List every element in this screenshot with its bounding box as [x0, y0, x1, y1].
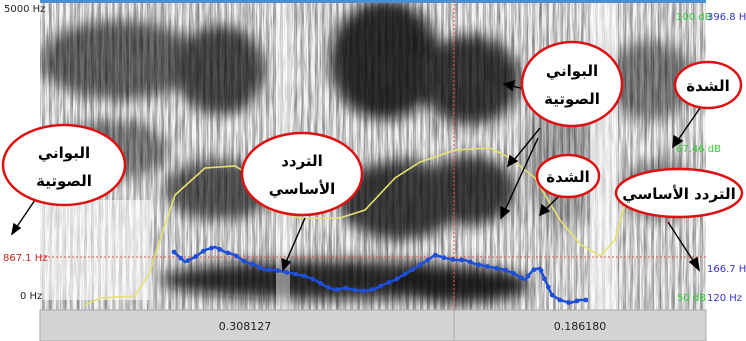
pitch-point: [441, 255, 447, 261]
pitch-point: [583, 297, 589, 303]
pitch-point: [249, 261, 255, 267]
intensity-curve: [84, 147, 641, 306]
pitch-point: [425, 257, 431, 263]
pitch-right-text: التردد الأساسي: [622, 185, 735, 203]
pitch-point: [258, 265, 263, 271]
intensity-bottom-label: 50 dB: [677, 293, 706, 304]
pitch-point: [525, 273, 531, 279]
pitch-point: [171, 249, 177, 255]
cursor-freq-label: 867.1 Hz: [3, 253, 48, 264]
pitch-point: [209, 245, 214, 251]
formants-left-line1: البواني: [38, 144, 90, 162]
pitch-point: [557, 297, 563, 303]
pitch-point: [467, 259, 473, 265]
formants-upper-line1: البواني: [546, 62, 598, 80]
intensity-mid-label: 67.46 dB: [676, 144, 721, 155]
pitch-point: [378, 283, 384, 289]
pitch-center-line1: التردد: [281, 152, 323, 170]
freq-top-label: 5000 Hz: [4, 4, 45, 15]
pitch-point: [417, 262, 423, 268]
pitch-point: [450, 257, 456, 262]
pitch-point: [574, 298, 580, 304]
annotation-intensity-top-right: الشدة: [673, 60, 743, 110]
annotation-formants-left: البواني الصوتية: [1, 123, 127, 207]
pitch-point: [326, 285, 331, 290]
pitch-point: [386, 280, 392, 285]
top-strip: [40, 0, 706, 3]
pitch-bottom-label: 120 Hz: [707, 293, 742, 304]
pitch-point: [494, 265, 499, 271]
pitch-point: [200, 248, 206, 254]
pitch-point: [361, 288, 366, 294]
freq-bottom-label: 0 Hz: [20, 291, 42, 302]
time-segment-left[interactable]: [39, 309, 455, 341]
pitch-point: [542, 276, 547, 282]
pitch-point: [566, 300, 571, 305]
pitch-point: [275, 268, 281, 273]
pitch-point: [234, 253, 239, 259]
pitch-point: [241, 258, 247, 264]
pitch-point: [459, 257, 464, 263]
pitch-point: [318, 280, 323, 286]
pitch-points: [171, 245, 589, 305]
pitch-point: [284, 269, 289, 275]
pitch-point: [217, 247, 223, 252]
pitch-point: [476, 262, 482, 268]
intensity-middle-text: الشدة: [546, 168, 590, 186]
pitch-point: [410, 267, 415, 272]
pitch-point: [310, 276, 316, 282]
pitch-top-label: 396.8 Hz: [707, 12, 746, 23]
pitch-point: [293, 271, 298, 277]
pitch-point: [511, 271, 516, 276]
pitch-point: [531, 267, 537, 273]
annotation-intensity-middle: الشدة: [535, 153, 601, 199]
spectrogram-image: [40, 0, 706, 310]
pitch-mid-label: 166.7 Hz: [707, 264, 746, 275]
pitch-point: [225, 250, 231, 256]
pitch-point: [394, 276, 400, 282]
annotation-formants-upper: البواني الصوتية: [520, 40, 624, 128]
pitch-point: [178, 255, 184, 261]
pitch-point: [266, 267, 272, 273]
pitch-point: [519, 275, 524, 281]
pitch-point: [343, 285, 349, 291]
pitch-point: [402, 271, 408, 277]
intensity-top-label: 100 dB: [676, 12, 712, 23]
formants-upper-line2: الصوتية: [544, 90, 600, 108]
annotation-pitch-right: التردد الأساسي: [614, 167, 744, 219]
formants-left-line2: الصوتية: [36, 172, 92, 190]
pitch-point: [334, 287, 340, 292]
pitch-point: [301, 273, 307, 279]
pitch-point: [545, 284, 551, 290]
pitch-point: [193, 254, 199, 259]
pitch-point: [502, 267, 508, 273]
intensity-top-right-text: الشدة: [686, 77, 730, 95]
pitch-point: [549, 292, 555, 298]
pitch-center-line2: الأساسي: [269, 180, 336, 198]
time-segment-right[interactable]: [453, 309, 707, 341]
time-left-value: 0.308127: [219, 320, 272, 333]
time-right-value: 0.186180: [554, 320, 607, 333]
pitch-point: [370, 287, 375, 292]
pitch-point: [485, 264, 490, 269]
pitch-point: [432, 252, 438, 258]
pitch-point: [185, 258, 191, 263]
pitch-point: [538, 268, 544, 273]
annotation-pitch-center: التردد الأساسي: [240, 131, 364, 217]
pitch-point: [352, 287, 358, 293]
